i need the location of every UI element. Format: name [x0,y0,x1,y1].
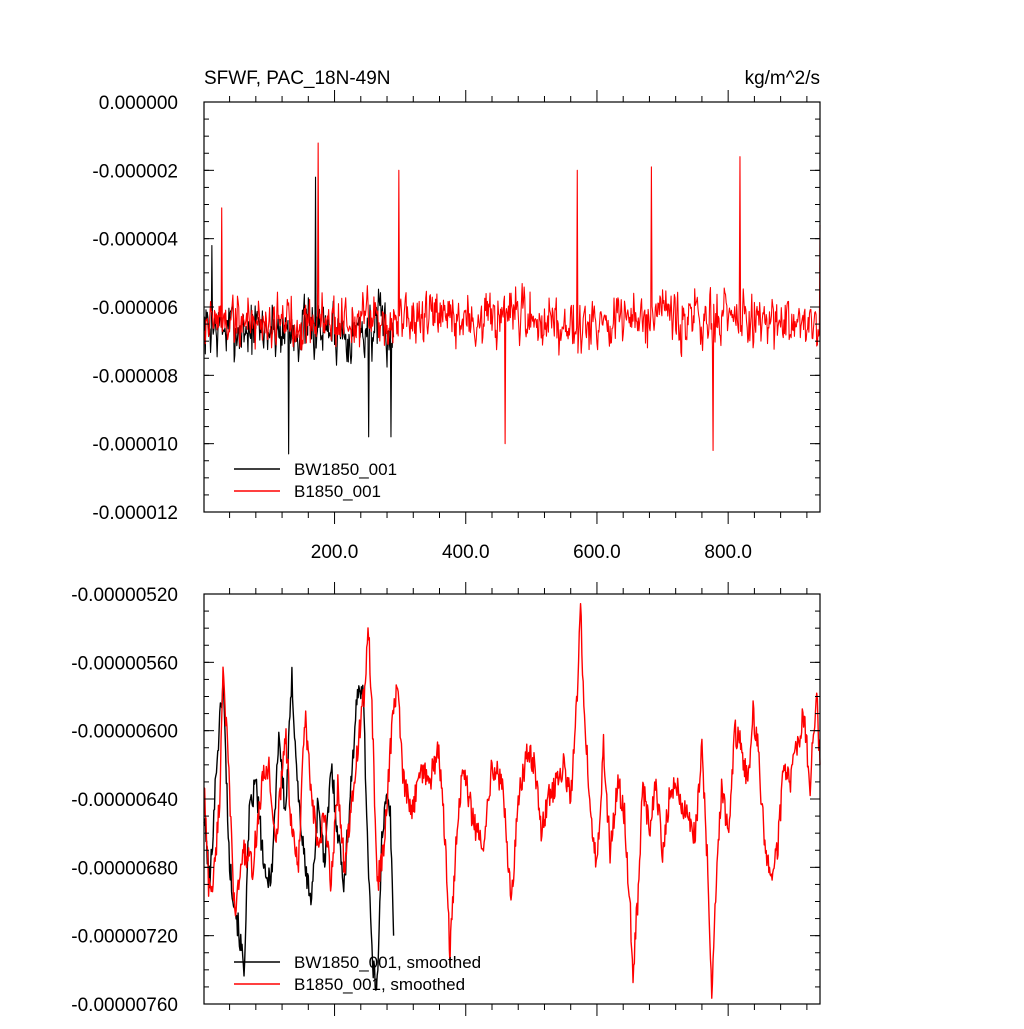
y-tick-label: 0.000000 [99,93,178,114]
legend-bottom: BW1850_001, smoothed B1850_001, smoothed [234,953,481,994]
plot-frame-bottom [203,593,821,1005]
x-tick-label: 400.0 [442,542,490,563]
y-axis-bottom: -0.00000520 -0.00000560 -0.00000600 -0.0000… [71,585,820,1016]
bottom-series-group [203,602,821,999]
y-tick-label: -0.00000760 [71,995,178,1016]
y-tick-label: -0.00000600 [71,722,178,743]
legend-label-b1850-smoothed: B1850_001, smoothed [294,975,465,994]
chart-title: SFWF, PAC_18N-49N [204,68,391,89]
series-line-bw1850-001 [203,176,395,455]
x-tick-label: 800.0 [704,542,752,563]
x-axis-top: 200.0 400.0 600.0 800.0 [229,90,808,563]
y-tick-label: -0.000010 [92,435,178,456]
legend-label-b1850: B1850_001 [294,482,381,501]
y-tick-label: -0.00000560 [71,653,178,674]
series-line-b1850-001 [203,142,821,452]
y-tick-label: -0.000012 [92,503,178,524]
legend-label-bw1850: BW1850_001 [294,460,397,479]
series-line-b1850-001-smoothed [203,602,821,999]
x-tick-label: 600.0 [573,542,621,563]
y-tick-label: -0.00000520 [71,585,178,606]
x-axis-bottom [229,582,808,1016]
y-tick-label: -0.000006 [92,298,178,319]
panel-raw-series: SFWF, PAC_18N-49N kg/m^2/s 0.000000 -0.00… [92,68,821,563]
series-line-bw1850-001-smoothed [203,666,395,991]
y-tick-label: -0.00000680 [71,858,178,879]
y-tick-label: -0.000002 [92,161,178,182]
panel-smoothed-series: -0.00000520 -0.00000560 -0.00000600 -0.0000… [71,582,821,1016]
x-tick-label: 200.0 [311,542,359,563]
y-tick-label: -0.00000720 [71,927,178,948]
y-tick-label: -0.00000640 [71,790,178,811]
y-axis-top: 0.000000 -0.000002 -0.000004 -0.000006 -0.00… [92,93,820,524]
y-tick-label: -0.000008 [92,366,178,387]
top-series-group [203,142,821,455]
legend-top: BW1850_001 B1850_001 [234,460,397,501]
y-tick-label: -0.000004 [92,230,178,251]
legend-label-bw1850-smoothed: BW1850_001, smoothed [294,953,481,972]
chart-units: kg/m^2/s [745,68,820,89]
